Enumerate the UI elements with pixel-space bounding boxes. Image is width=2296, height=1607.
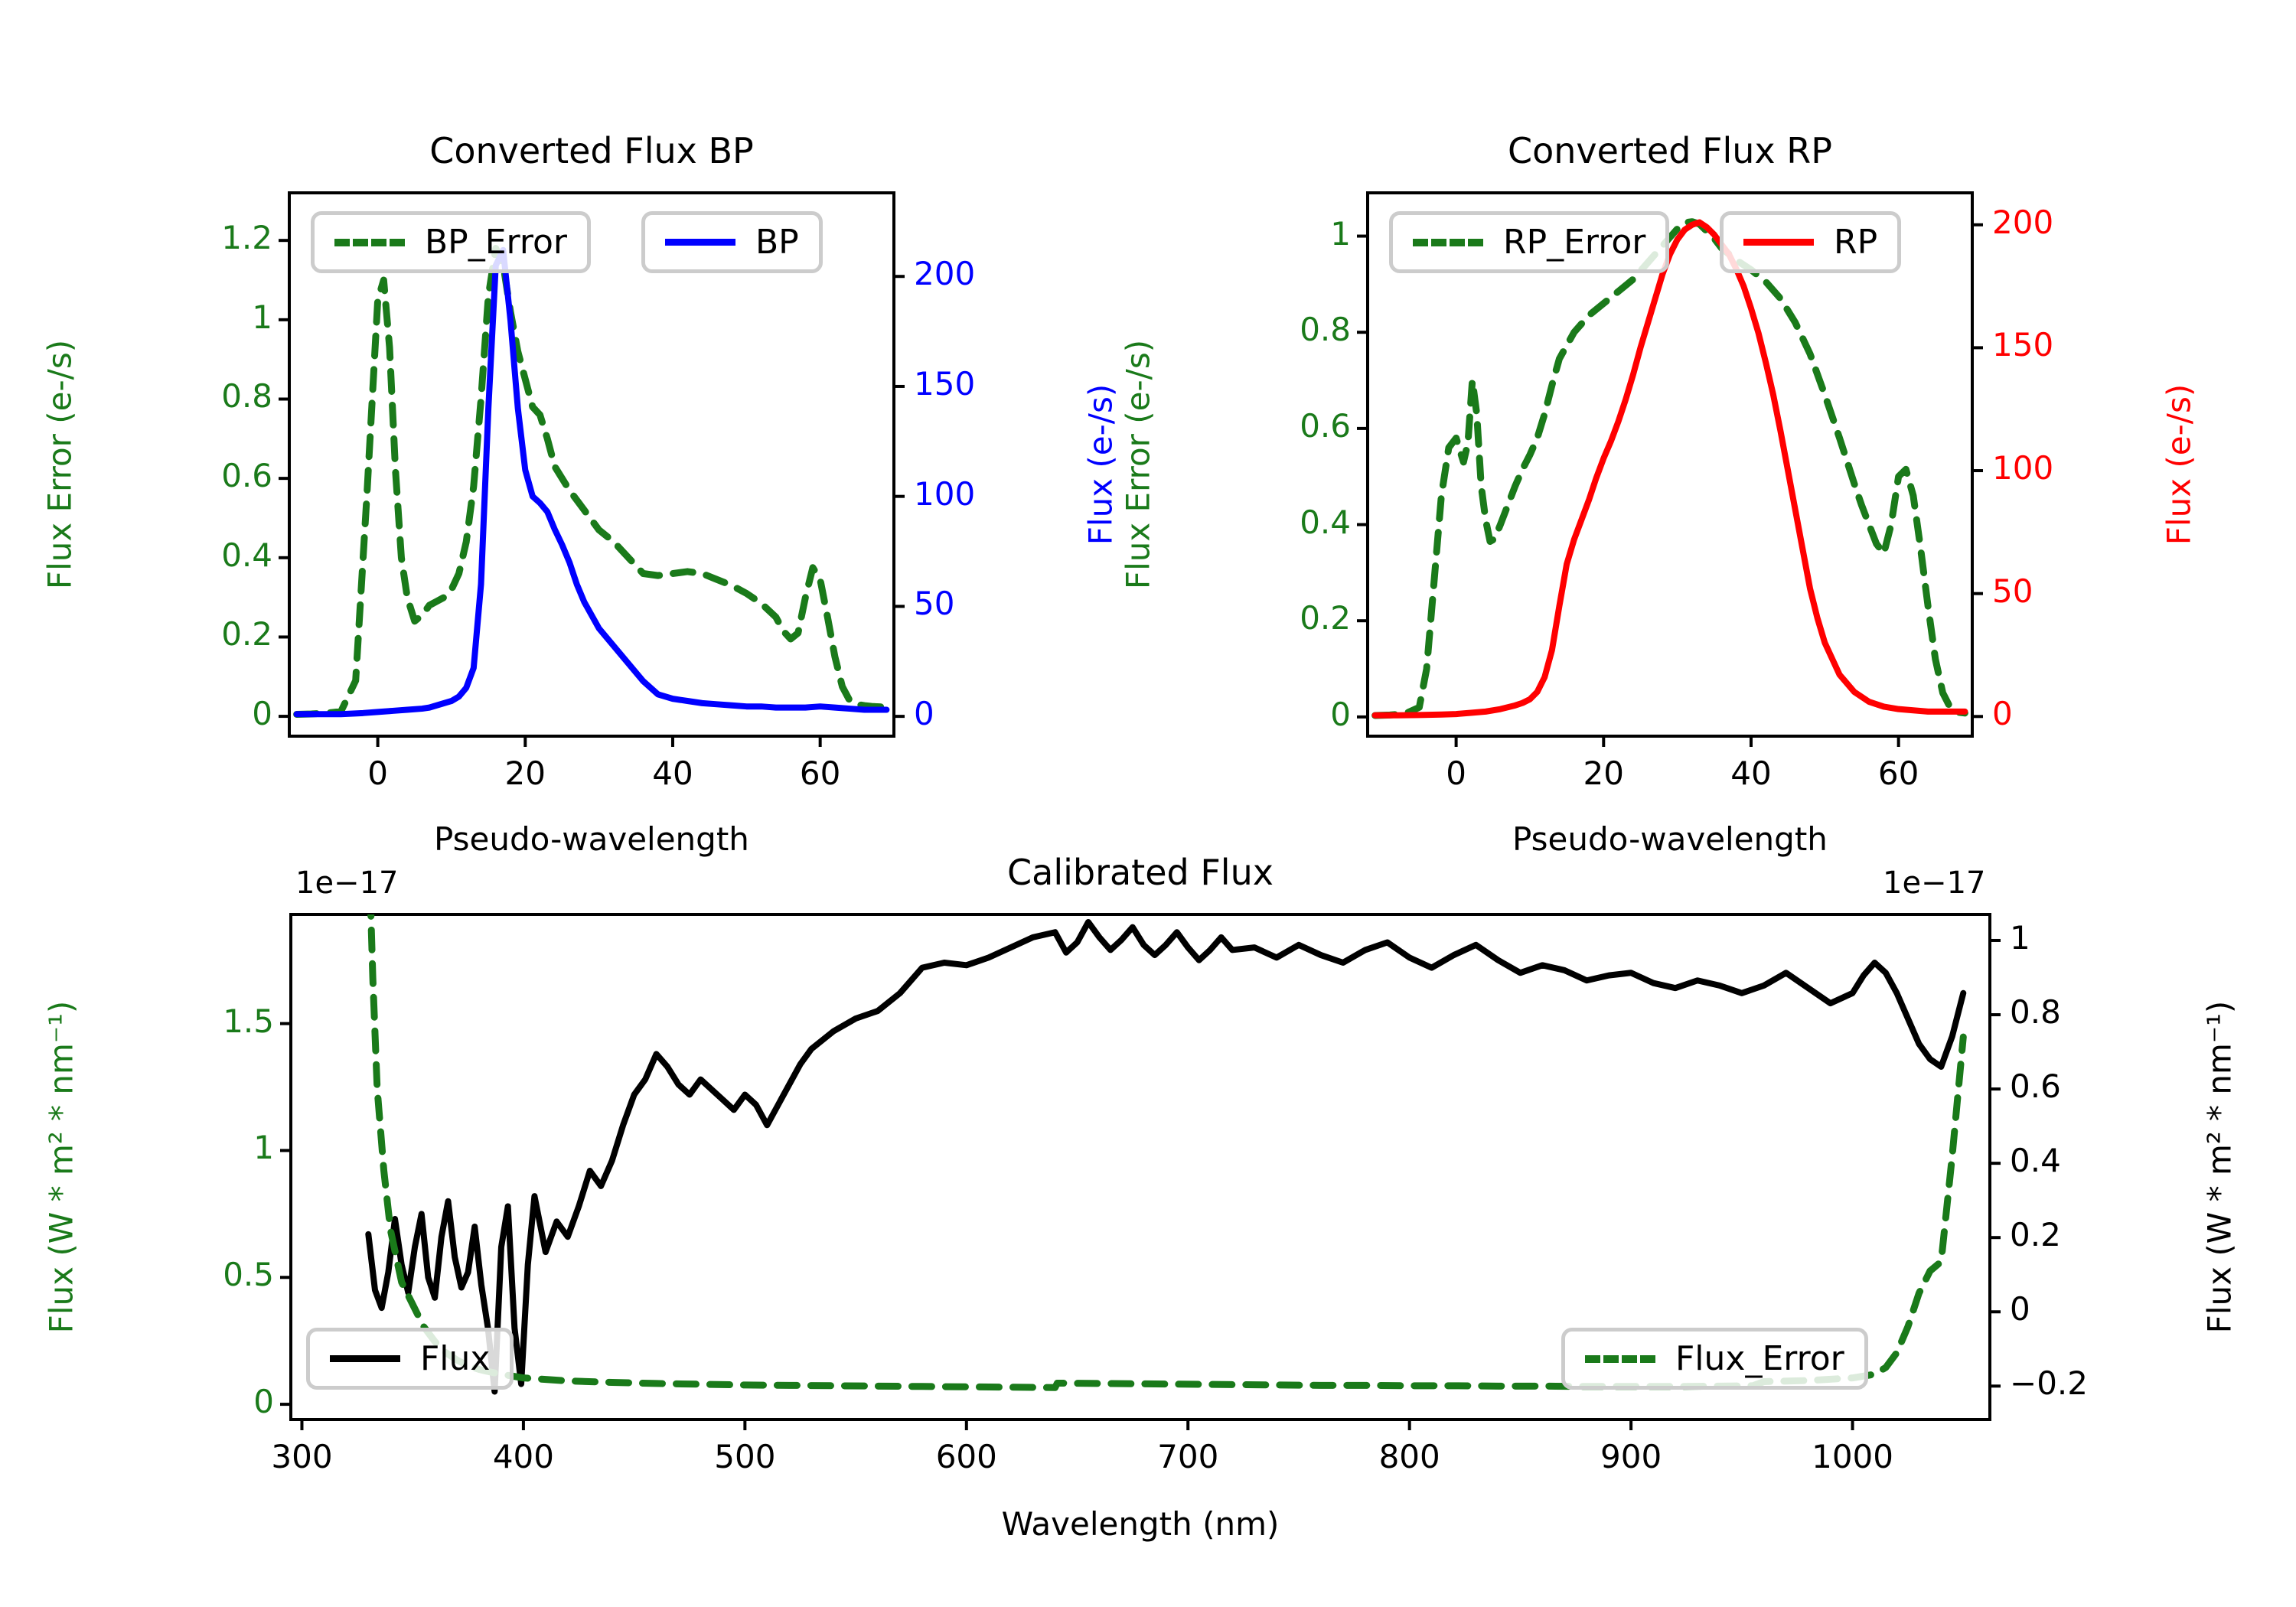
series-line-bp [293,246,890,718]
ytick-label-left: 0 [253,1383,274,1421]
legend-flux[interactable]: Flux [306,1328,514,1390]
ytick-label-right: 150 [1992,326,2054,364]
ytick-label-right: 100 [914,474,976,513]
legend-label-bp: BP [755,223,799,262]
ytick-label-left: 0.4 [221,536,272,574]
xtick-label: 1000 [1812,1438,1893,1475]
legend-rp[interactable]: RP [1720,211,1902,273]
xtick-label: 40 [652,755,693,792]
yaxis-label-left-calibrated: Flux (W * m² * nm⁻¹) [42,1000,80,1334]
ytick-label-left: 0.2 [1300,599,1351,637]
ytick-label-left: 1 [1330,214,1351,253]
xtick-label: 60 [799,755,841,792]
ytick-label-right: 150 [914,364,976,403]
xtick-label: 900 [1600,1438,1662,1475]
ytick-label-left: 0 [1330,695,1351,733]
yaxis-label-right-calibrated: Flux (W * m² * nm⁻¹) [2200,1000,2239,1334]
legend-rp-error[interactable]: RP_Error [1389,211,1670,273]
xaxis-label-calibrated: Wavelength (nm) [1001,1505,1280,1543]
ytick-label-left: 0.5 [223,1256,274,1294]
ytick-label-right: −0.2 [2010,1364,2088,1403]
legend-flux-error[interactable]: Flux_Error [1561,1328,1868,1390]
ytick-label-right: 100 [1992,449,2054,487]
ytick-label-right: 50 [914,585,955,623]
xtick-label: 300 [271,1438,333,1475]
xtick-label: 700 [1157,1438,1219,1475]
series-line-flux [365,918,1967,1395]
legend-swatch-flux-error [1585,1354,1655,1363]
ytick-label-left: 0.6 [1300,406,1351,445]
legend-swatch-rp [1743,239,1814,246]
panel-title-rp: Converted Flux RP [1508,130,1832,171]
panel-title-bp: Converted Flux BP [429,130,754,171]
series-line-bp_error [293,245,890,718]
ytick-label-left: 0 [252,695,272,733]
legend-swatch-bp [665,239,735,246]
ytick-label-right: 200 [1992,203,2054,241]
yaxis-label-left-bp: Flux Error (e-/s) [41,339,79,590]
xaxis-label-rp: Pseudo-wavelength [1512,820,1828,858]
legend-label-flux-error: Flux_Error [1675,1339,1844,1378]
xtick-label: 500 [714,1438,776,1475]
yaxis-label-left-rp: Flux Error (e-/s) [1119,339,1157,590]
xaxis-label-bp: Pseudo-wavelength [434,820,749,858]
xtick-label: 0 [367,755,388,792]
axes-frame-bp [288,191,895,738]
yaxis-label-right-bp: Flux (e-/s) [1081,383,1120,546]
xtick-label: 20 [504,755,546,792]
ytick-label-right: 0 [2010,1290,2030,1328]
xtick-label: 0 [1446,755,1466,792]
legend-bp[interactable]: BP [641,211,823,273]
ytick-label-right: 1 [2010,918,2030,957]
xtick-label: 20 [1583,755,1624,792]
offset-text-right: 1e−17 [1883,865,1986,901]
xtick-label: 400 [492,1438,554,1475]
legend-swatch-bp-error [334,238,405,246]
yaxis-label-right-rp: Flux (e-/s) [2160,383,2198,546]
ytick-label-right: 50 [1992,572,2033,610]
ytick-label-right: 0.8 [2010,993,2061,1032]
xtick-label: 60 [1877,755,1919,792]
axes-frame-rp [1366,191,1974,738]
panel-title-calibrated: Calibrated Flux [1007,852,1274,893]
ytick-label-right: 0.6 [2010,1068,2061,1106]
ytick-label-left: 0.6 [221,457,272,495]
xtick-label: 800 [1378,1438,1440,1475]
ytick-label-right: 0.4 [2010,1142,2061,1180]
series-line-rp [1371,219,1968,719]
ytick-label-right: 200 [914,255,976,293]
ytick-label-left: 0.2 [221,615,272,654]
legend-label-bp-error: BP_Error [425,223,567,262]
legend-swatch-rp-error [1413,238,1483,246]
series-line-rp_error [1371,218,1968,719]
legend-label-rp-error: RP_Error [1503,223,1646,262]
ytick-label-left: 0.4 [1300,503,1351,541]
ytick-label-left: 1 [252,298,272,336]
legend-bp-error[interactable]: BP_Error [311,211,591,273]
ytick-label-left: 1.2 [221,219,272,257]
ytick-label-right: 0.2 [2010,1216,2061,1254]
legend-label-rp: RP [1834,223,1878,262]
ytick-label-left: 0.8 [221,377,272,416]
ytick-label-right: 0 [1992,695,2013,733]
ytick-label-right: 0 [914,695,934,733]
ytick-label-left: 1.5 [223,1002,274,1040]
xtick-label: 40 [1730,755,1772,792]
xtick-label: 600 [935,1438,997,1475]
legend-swatch-flux [330,1355,400,1362]
offset-text-left: 1e−17 [295,865,399,901]
series-line-flux_error [367,914,1967,1391]
legend-label-flux: Flux [420,1339,491,1378]
ytick-label-left: 0.8 [1300,311,1351,349]
ytick-label-left: 1 [253,1129,274,1167]
